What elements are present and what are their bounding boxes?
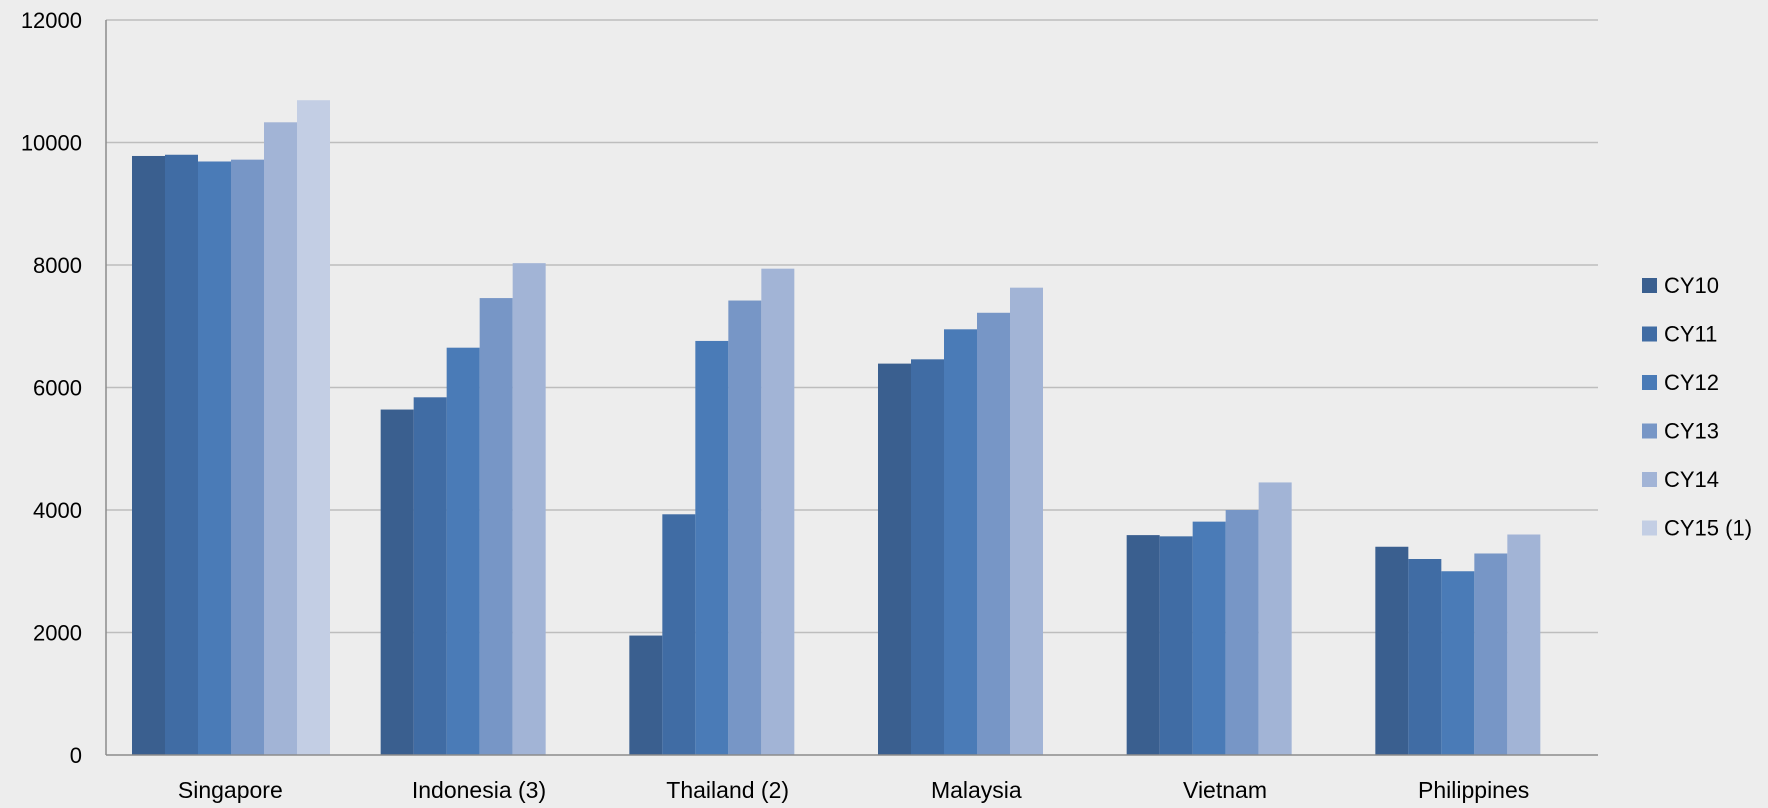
x-tick-label: Philippines xyxy=(1418,777,1529,803)
bar xyxy=(380,409,414,755)
bar xyxy=(1408,559,1442,755)
bar xyxy=(728,300,762,755)
bar xyxy=(662,514,696,755)
bar xyxy=(1126,535,1160,755)
bar xyxy=(1192,521,1226,755)
bar xyxy=(1474,553,1508,755)
bar xyxy=(761,268,795,755)
legend-swatch xyxy=(1642,326,1657,342)
bar xyxy=(1258,482,1292,755)
bar xyxy=(911,359,944,755)
legend-swatch xyxy=(1642,472,1657,487)
bar xyxy=(297,100,330,756)
gridlines xyxy=(106,19,1598,634)
bar xyxy=(977,312,1010,755)
bar xyxy=(629,635,663,755)
y-tick-labels: 0 2000 4000 6000 8000 10000 12000 xyxy=(21,8,82,768)
bar xyxy=(512,263,546,755)
legend-label: CY15 (1) xyxy=(1664,516,1752,541)
x-tick-label: Malaysia xyxy=(931,777,1022,803)
y-tick-label: 12000 xyxy=(21,8,82,33)
bar xyxy=(1159,536,1193,755)
x-tick-labels: Singapore Indonesia (3) Thailand (2) Malays… xyxy=(178,777,1529,803)
y-tick-label: 0 xyxy=(70,743,82,768)
bar xyxy=(1375,546,1409,755)
y-tick-label: 6000 xyxy=(33,376,82,401)
x-tick-label: Singapore xyxy=(178,777,283,803)
x-tick-label: Indonesia (3) xyxy=(412,777,546,803)
legend-label: CY10 xyxy=(1664,273,1719,298)
x-tick-label: Vietnam xyxy=(1183,777,1267,803)
legend-label: CY14 xyxy=(1664,467,1719,492)
bar xyxy=(264,122,297,756)
legend-swatch xyxy=(1642,423,1657,439)
bar xyxy=(1010,287,1043,755)
legend-swatch xyxy=(1642,375,1657,390)
legend-swatch xyxy=(1642,278,1657,293)
legend-swatch xyxy=(1642,520,1657,536)
bar xyxy=(231,159,264,755)
bar xyxy=(446,347,480,755)
y-tick-label: 4000 xyxy=(33,498,82,523)
bar xyxy=(479,298,513,755)
bar xyxy=(165,154,198,755)
y-tick-label: 2000 xyxy=(33,621,82,646)
legend-label: CY11 xyxy=(1664,322,1717,347)
bar xyxy=(132,155,165,756)
bar xyxy=(1225,510,1259,755)
bars xyxy=(132,100,1541,756)
y-tick-label: 10000 xyxy=(21,131,82,156)
legend-label: CY13 xyxy=(1664,419,1719,444)
bar xyxy=(695,340,729,755)
legend: CY10 CY11 CY12 CY13 CY14 CY15 (1) xyxy=(1642,273,1752,541)
bar xyxy=(944,329,977,755)
axes xyxy=(105,20,1598,756)
bar xyxy=(1507,534,1541,755)
bar xyxy=(198,161,231,756)
bar xyxy=(878,363,911,755)
x-tick-label: Thailand (2) xyxy=(666,777,789,803)
bar xyxy=(1441,571,1475,755)
legend-label: CY12 xyxy=(1664,370,1719,395)
bar xyxy=(413,397,447,755)
y-tick-label: 8000 xyxy=(33,253,82,278)
